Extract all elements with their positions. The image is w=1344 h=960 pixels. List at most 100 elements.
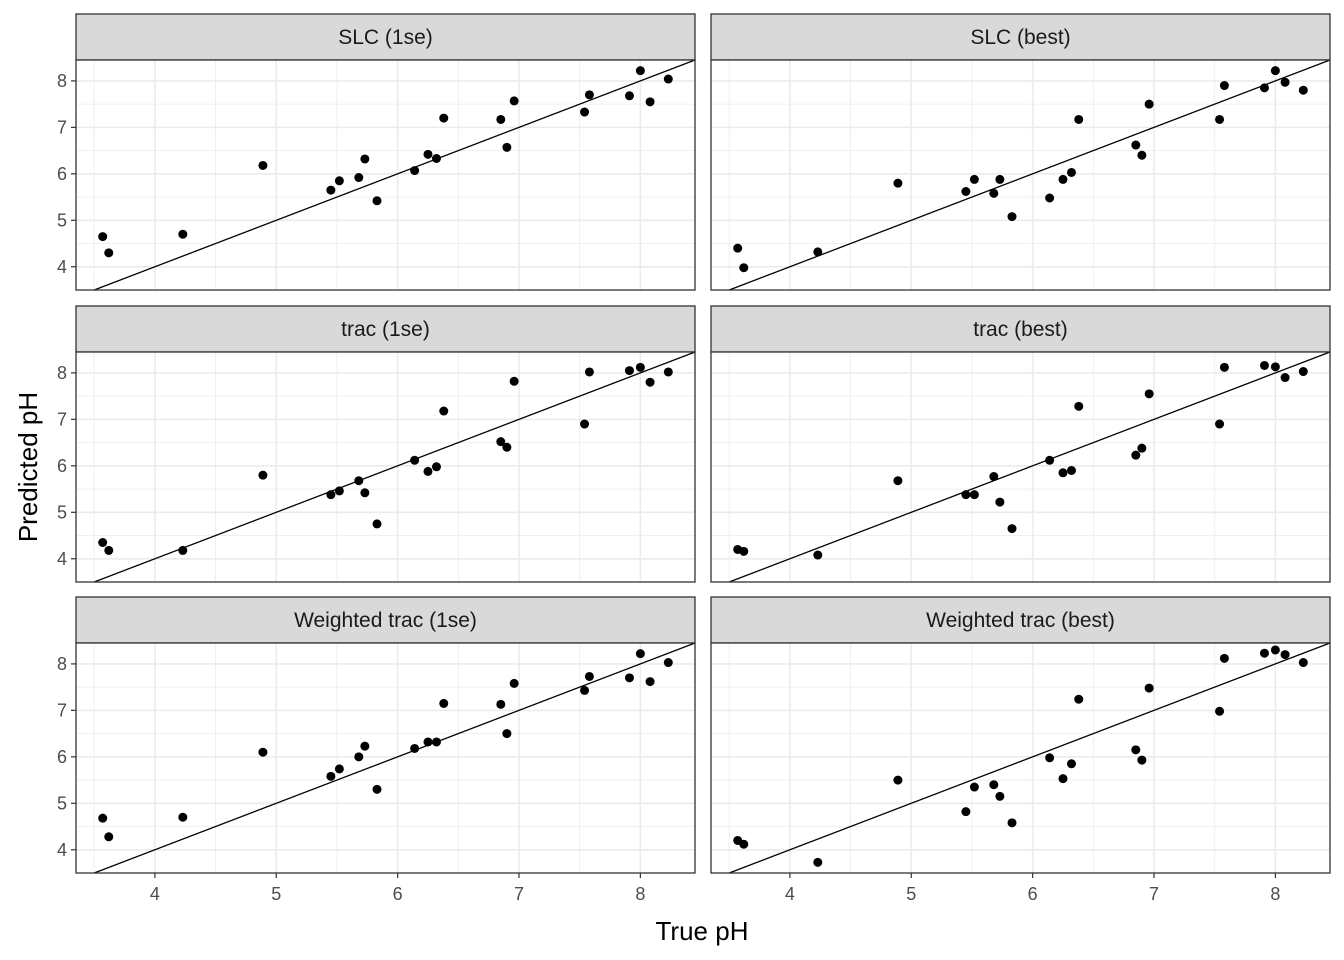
data-point xyxy=(1215,419,1225,429)
y-tick-label: 7 xyxy=(57,409,67,429)
data-point xyxy=(995,174,1005,184)
data-point xyxy=(1219,81,1229,91)
facet-panels: SLC (1se) SLC (best) trac (1se) trac (best)… xyxy=(75,13,1331,874)
data-point xyxy=(1131,745,1141,755)
data-point xyxy=(580,419,590,429)
y-tick-label: 5 xyxy=(57,502,67,522)
data-point xyxy=(496,437,506,447)
data-point xyxy=(1137,443,1147,453)
facet-panel: trac (best) xyxy=(710,305,1331,583)
data-point xyxy=(439,113,449,123)
data-point xyxy=(893,476,903,486)
data-point xyxy=(1074,401,1084,411)
x-tick-label: 6 xyxy=(1028,884,1038,904)
data-point xyxy=(1259,83,1269,93)
y-tick-label: 6 xyxy=(57,164,67,184)
data-point xyxy=(663,658,673,668)
data-point xyxy=(1137,150,1147,160)
facet-strip-label: Weighted trac (1se) xyxy=(294,609,477,632)
data-point xyxy=(1007,212,1017,222)
data-point xyxy=(354,476,364,486)
data-point xyxy=(635,362,645,372)
data-point xyxy=(410,166,420,176)
panel-border xyxy=(710,642,1331,874)
data-point xyxy=(372,196,382,206)
data-point xyxy=(1215,706,1225,716)
data-point xyxy=(178,229,188,239)
data-point xyxy=(1215,114,1225,124)
data-point xyxy=(739,263,749,273)
panel-border xyxy=(75,642,696,874)
data-point xyxy=(423,737,433,747)
data-point xyxy=(104,545,114,555)
data-point xyxy=(1280,650,1290,660)
data-point xyxy=(584,367,594,377)
data-point xyxy=(360,488,370,498)
x-axis: 4 5 6 7 8 4 5 6 7 8 xyxy=(150,873,1280,904)
data-point xyxy=(663,367,673,377)
data-point xyxy=(989,780,999,790)
data-point xyxy=(431,737,441,747)
x-tick-label: 8 xyxy=(635,884,645,904)
panel-background xyxy=(711,352,1330,582)
data-point xyxy=(1131,140,1141,150)
data-point xyxy=(1280,77,1290,87)
data-point xyxy=(624,673,634,683)
panel-background xyxy=(76,60,695,290)
data-point xyxy=(410,455,420,465)
data-point xyxy=(1066,167,1076,177)
data-point xyxy=(969,174,979,184)
x-tick-label: 5 xyxy=(271,884,281,904)
data-point xyxy=(813,550,823,560)
data-point xyxy=(893,178,903,188)
data-point xyxy=(961,807,971,817)
data-point xyxy=(178,812,188,822)
data-point xyxy=(989,188,999,198)
data-point xyxy=(969,782,979,792)
y-tick-label: 6 xyxy=(57,747,67,767)
data-point xyxy=(624,91,634,101)
reference-line xyxy=(728,351,1331,583)
data-point xyxy=(995,497,1005,507)
data-point xyxy=(1280,373,1290,383)
x-tick-label: 6 xyxy=(393,884,403,904)
data-point xyxy=(813,857,823,867)
data-point xyxy=(1066,759,1076,769)
data-point xyxy=(1144,683,1154,693)
x-tick-label: 5 xyxy=(906,884,916,904)
y-tick-label: 4 xyxy=(57,257,67,277)
panel-border xyxy=(710,351,1331,583)
data-point xyxy=(1058,468,1068,478)
data-point xyxy=(423,149,433,159)
data-point xyxy=(1298,658,1308,668)
data-point xyxy=(372,519,382,529)
data-point xyxy=(431,154,441,164)
data-point xyxy=(961,490,971,500)
facet-strip xyxy=(710,305,1331,353)
data-point xyxy=(1270,645,1280,655)
reference-line xyxy=(728,642,1331,874)
data-point xyxy=(423,466,433,476)
y-tick-label: 8 xyxy=(57,654,67,674)
data-point xyxy=(663,74,673,84)
data-point xyxy=(326,771,336,781)
y-tick-label: 7 xyxy=(57,700,67,720)
data-point xyxy=(813,247,823,257)
data-point xyxy=(360,741,370,751)
data-point xyxy=(1045,455,1055,465)
data-point xyxy=(502,442,512,452)
data-point xyxy=(439,698,449,708)
data-point xyxy=(1144,389,1154,399)
data-point xyxy=(1058,174,1068,184)
data-point xyxy=(509,376,519,386)
data-point xyxy=(360,154,370,164)
reference-line xyxy=(93,351,696,583)
data-point xyxy=(496,699,506,709)
data-point xyxy=(739,839,749,849)
data-point xyxy=(645,97,655,107)
facet-panel: Weighted trac (1se) xyxy=(75,596,696,874)
data-point xyxy=(410,743,420,753)
data-point xyxy=(509,678,519,688)
data-point xyxy=(989,472,999,482)
